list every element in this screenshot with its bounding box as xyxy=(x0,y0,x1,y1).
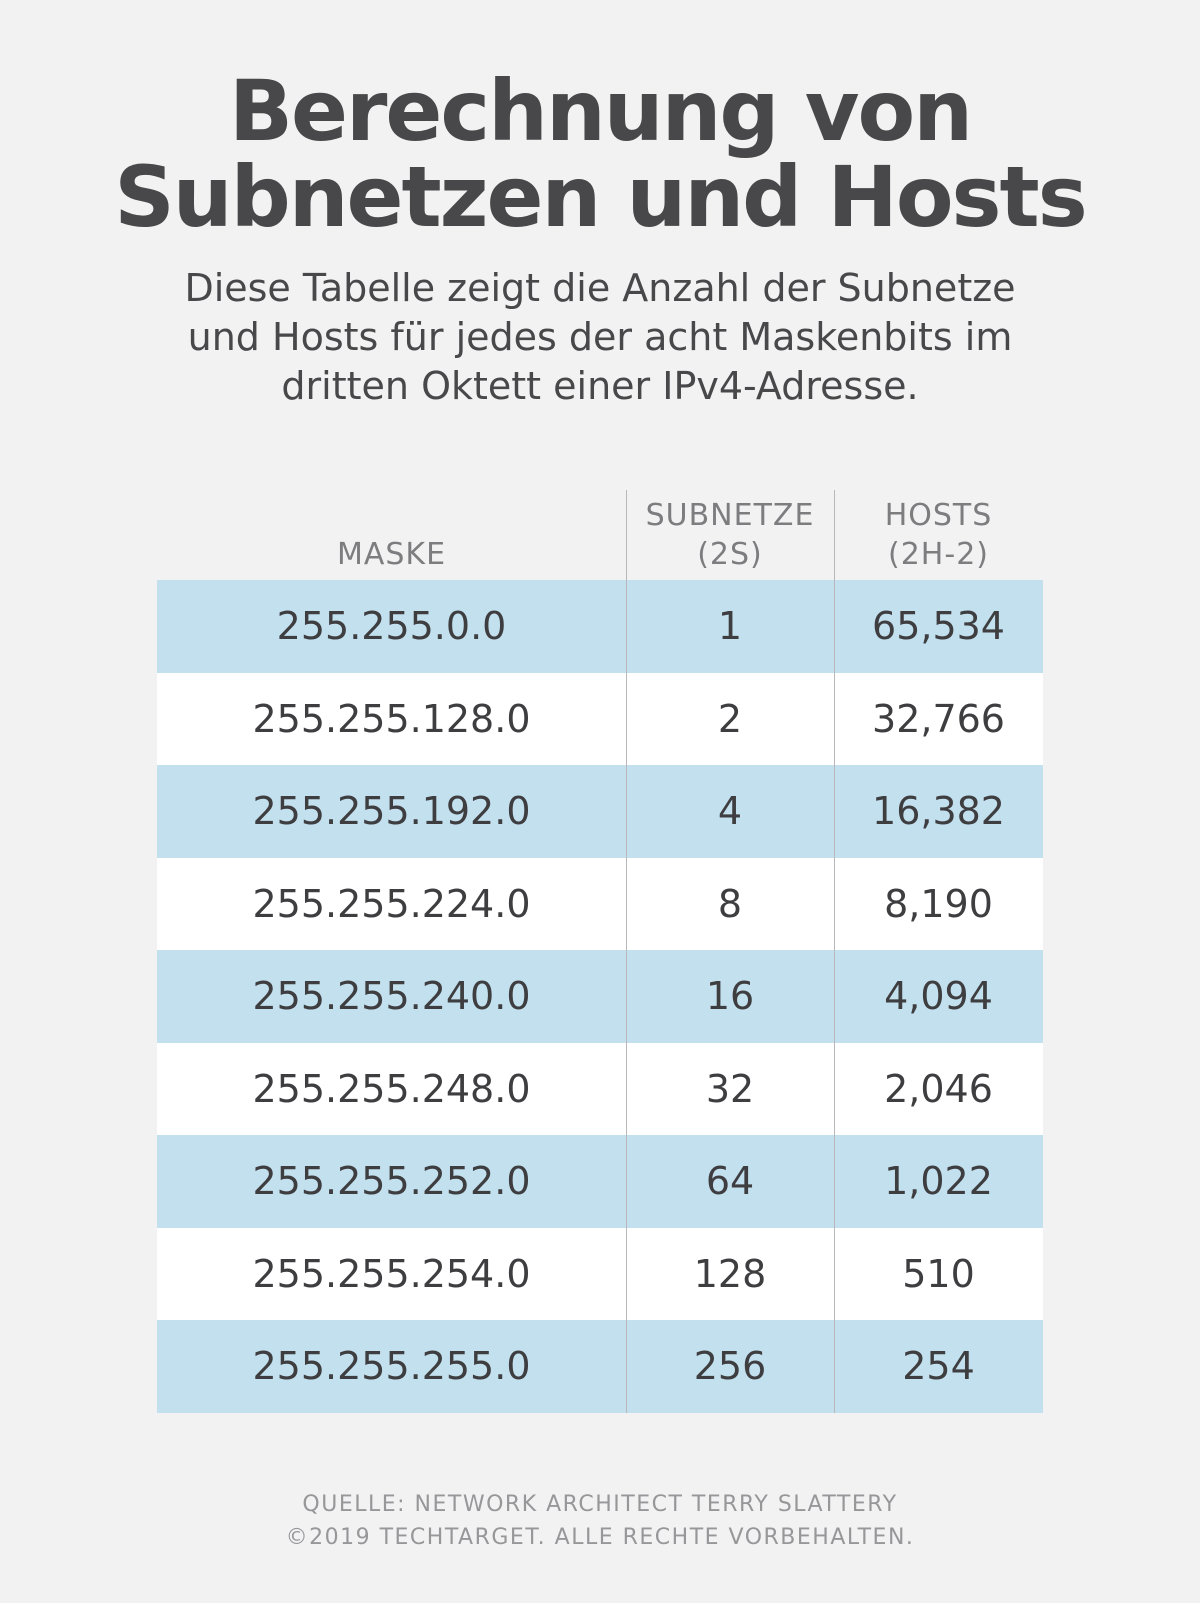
table-row: 255.255.255.0 256 254 xyxy=(157,1320,1043,1413)
hosts-cell: 2,046 xyxy=(884,1066,993,1111)
table-row: 255.255.240.0 16 4,094 xyxy=(157,950,1043,1043)
subnets-cell: 32 xyxy=(705,1066,755,1111)
mask-cell: 255.255.255.0 xyxy=(252,1344,531,1388)
mask-cell: 255.255.240.0 xyxy=(252,974,531,1018)
hosts-cell: 16,382 xyxy=(872,789,1005,833)
subnets-cell: 256 xyxy=(693,1344,767,1388)
subtitle: Diese Tabelle zeigt die Anzahl der Subne… xyxy=(100,264,1100,411)
subnets-cell: 8 xyxy=(717,881,743,926)
subnets-cell: 64 xyxy=(705,1159,755,1203)
hosts-cell: 8,190 xyxy=(884,881,993,926)
mask-cell: 255.255.0.0 xyxy=(276,604,507,648)
hosts-cell: 4,094 xyxy=(884,974,993,1018)
table-row: 255.255.254.0 128 510 xyxy=(157,1227,1043,1320)
subtitle-line-2: und Hosts für jedes der acht Maskenbits … xyxy=(187,315,1013,359)
mask-cell: 255.255.128.0 xyxy=(252,696,531,741)
mask-cell: 255.255.254.0 xyxy=(252,1251,531,1296)
mask-cell: 255.255.248.0 xyxy=(252,1066,531,1111)
header-mask-label: MASKE xyxy=(336,537,447,572)
header-hosts-formula: (2H-2) xyxy=(888,537,989,572)
mask-cell: 255.255.224.0 xyxy=(252,881,531,926)
hosts-cell: 65,534 xyxy=(872,604,1005,648)
header-subnets: SUBNETZE (2S) xyxy=(626,496,834,574)
hosts-cell: 510 xyxy=(902,1251,975,1296)
header-mask: MASKE xyxy=(157,535,626,574)
mask-cell: 255.255.192.0 xyxy=(252,789,531,833)
subnets-cell: 1 xyxy=(717,604,743,648)
mask-cell: 255.255.252.0 xyxy=(252,1159,531,1203)
subtitle-line-3: dritten Oktett einer IPv4-Adresse. xyxy=(281,364,919,408)
hosts-cell: 32,766 xyxy=(872,696,1005,741)
header-subnets-formula: (2S) xyxy=(697,537,763,572)
header-hosts-label: HOSTS xyxy=(884,498,993,533)
page-title: Berechnung von Subnetzen und Hosts xyxy=(0,68,1200,240)
subnets-cell: 16 xyxy=(705,974,755,1018)
table-row: 255.255.128.0 2 32,766 xyxy=(157,672,1043,765)
title-line-2: Subnetzen und Hosts xyxy=(114,148,1087,246)
hosts-cell: 1,022 xyxy=(884,1159,993,1203)
subtitle-line-1: Diese Tabelle zeigt die Anzahl der Subne… xyxy=(184,266,1016,310)
table-row: 255.255.224.0 8 8,190 xyxy=(157,857,1043,950)
footer: QUELLE: NETWORK ARCHITECT TERRY SLATTERY… xyxy=(0,1488,1200,1554)
header-hosts: HOSTS (2H-2) xyxy=(834,496,1043,574)
table-row: 255.255.192.0 4 16,382 xyxy=(157,765,1043,858)
subnets-cell: 4 xyxy=(717,789,743,833)
source-note: QUELLE: NETWORK ARCHITECT TERRY SLATTERY xyxy=(302,1492,898,1517)
table-header: MASKE SUBNETZE (2S) HOSTS (2H-2) xyxy=(157,490,1043,580)
copyright-note: ©2019 TECHTARGET. ALLE RECHTE VORBEHALTE… xyxy=(285,1525,915,1550)
column-divider xyxy=(834,490,835,1413)
table-row: 255.255.248.0 32 2,046 xyxy=(157,1042,1043,1135)
subnet-table: MASKE SUBNETZE (2S) HOSTS (2H-2) 255.255… xyxy=(157,490,1043,1413)
header-subnets-label: SUBNETZE xyxy=(645,498,815,533)
title-line-1: Berechnung von xyxy=(228,62,973,160)
hosts-cell: 254 xyxy=(902,1344,975,1388)
table-row: 255.255.252.0 64 1,022 xyxy=(157,1135,1043,1228)
table-row: 255.255.0.0 1 65,534 xyxy=(157,580,1043,673)
subnets-cell: 2 xyxy=(717,696,743,741)
table-body: 255.255.0.0 1 65,534 255.255.128.0 2 32,766 25… xyxy=(157,580,1043,1413)
column-divider xyxy=(626,490,627,1413)
subnets-cell: 128 xyxy=(693,1251,767,1296)
